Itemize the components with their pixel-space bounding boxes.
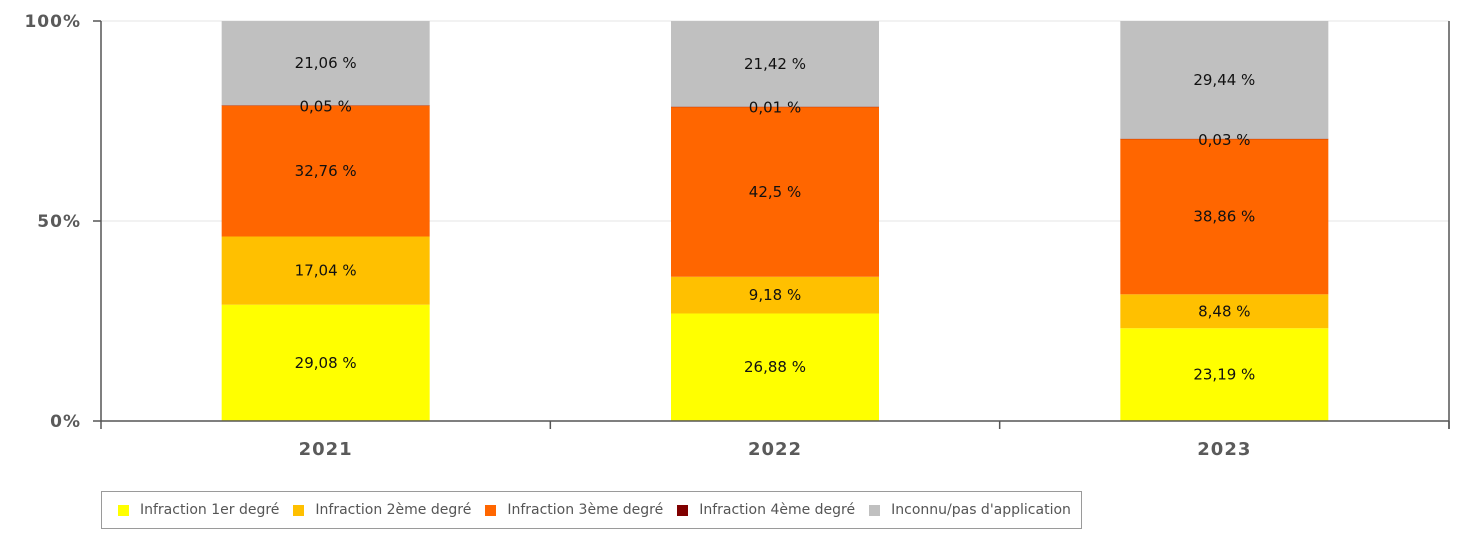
legend-label: Infraction 3ème degré: [507, 502, 664, 518]
bar-segment: [1120, 328, 1329, 421]
data-label: 8,48 %: [1198, 302, 1250, 320]
data-label: 29,08 %: [295, 354, 357, 372]
bar-segment: [1120, 138, 1329, 295]
data-label: 9,18 %: [749, 286, 801, 304]
x-tick-label: 2021: [299, 439, 353, 460]
axes: [93, 20, 1450, 429]
data-label: 32,76 %: [295, 162, 357, 180]
bar-segment: [221, 236, 430, 305]
data-label: 23,19 %: [1193, 366, 1255, 384]
bar-segment: [221, 304, 430, 421]
legend-item[interactable]: Infraction 4ème degré: [677, 502, 855, 518]
bar-segment: [1120, 21, 1329, 139]
legend-item[interactable]: Inconnu/pas d'application: [869, 502, 1071, 518]
legend-swatch: [118, 504, 129, 516]
y-tick-label: 0%: [50, 412, 81, 432]
legend-swatch: [293, 504, 305, 516]
legend-item[interactable]: Infraction 3ème degré: [485, 502, 663, 518]
legend-label: Inconnu/pas d'application: [891, 502, 1071, 518]
data-label: 0,03 %: [1198, 131, 1250, 149]
data-labels: 29,08 % 17,04 % 32,76 % 0,05 % 21,06 % 26,88 …: [295, 54, 1256, 383]
bar-segment: [671, 106, 879, 277]
legend-label: Infraction 2ème degré: [315, 502, 472, 518]
legend-swatch: [869, 504, 881, 516]
data-label: 21,42 %: [744, 55, 806, 73]
legend-label: Infraction 1er degré: [140, 502, 280, 518]
data-label: 0,05 %: [299, 97, 351, 115]
legend-label: Infraction 4ème degré: [699, 502, 856, 518]
x-tick-label: 2023: [1197, 439, 1251, 460]
bar-segment: [671, 21, 879, 107]
data-label: 17,04 %: [295, 262, 357, 280]
tick-labels: 0% 50% 100% 2021 2022 2023: [24, 12, 1251, 460]
data-label: 0,01 %: [749, 99, 801, 117]
data-label: 21,06 %: [295, 54, 357, 72]
legend-swatch: [677, 504, 689, 516]
bar-segment: [221, 21, 430, 106]
bar-segment: [671, 276, 879, 314]
bar-segment: [221, 105, 430, 237]
bars: [221, 21, 1329, 421]
data-label: 26,88 %: [744, 358, 806, 376]
data-label: 29,44 %: [1193, 71, 1255, 89]
legend-item[interactable]: Infraction 1er degré: [118, 502, 279, 518]
legend-swatch: [485, 504, 497, 516]
bar-segment: [671, 313, 879, 421]
y-tick-label: 100%: [24, 12, 81, 32]
y-tick-label: 50%: [37, 212, 81, 232]
data-label: 42,5 %: [749, 183, 801, 201]
legend-item[interactable]: Infraction 2ème degré: [293, 502, 471, 518]
legend: Infraction 1er degré Infraction 2ème degr…: [101, 491, 1082, 529]
x-tick-label: 2022: [748, 439, 802, 460]
data-label: 38,86 %: [1193, 208, 1255, 226]
bar-segment: [1120, 294, 1329, 329]
